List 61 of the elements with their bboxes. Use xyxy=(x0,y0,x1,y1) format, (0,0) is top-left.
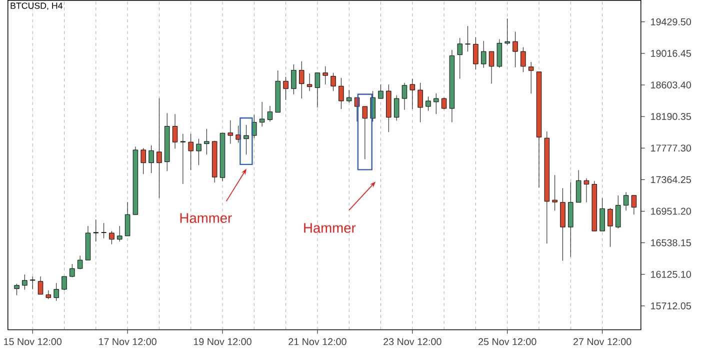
candlestick xyxy=(465,26,470,52)
y-tick-label: 17777.30 xyxy=(651,144,691,152)
candlestick xyxy=(473,36,478,70)
candlestick xyxy=(504,18,510,45)
candlestick xyxy=(172,114,178,149)
candlestick xyxy=(528,62,534,94)
candlestick xyxy=(584,178,590,202)
candlestick xyxy=(560,188,566,261)
candlestick xyxy=(449,49,455,122)
candlestick xyxy=(402,82,408,110)
candlestick xyxy=(180,133,186,184)
y-tick-label: 15712.05 xyxy=(651,302,691,310)
candlestick xyxy=(386,84,392,132)
candlestick xyxy=(14,283,20,296)
candlestick xyxy=(196,138,202,166)
x-tick-label: 21 Nov 12:00 xyxy=(288,338,346,345)
x-tick-label: 23 Nov 12:00 xyxy=(384,338,442,345)
y-tick-label: 19016.45 xyxy=(651,50,691,57)
y-tick-label: 16951.20 xyxy=(651,208,691,214)
candlestick xyxy=(148,144,154,174)
x-tick-label: 15 Nov 12:00 xyxy=(4,338,62,345)
candlestick xyxy=(46,290,52,300)
candlestick xyxy=(259,101,265,127)
candlestick xyxy=(338,77,344,110)
y-tick-label: 16538.15 xyxy=(651,239,691,246)
candlestick xyxy=(568,182,574,257)
candlestick xyxy=(434,92,439,114)
candlestick xyxy=(306,73,312,92)
candlestick xyxy=(228,120,234,144)
x-tick-label: 17 Nov 12:00 xyxy=(99,338,156,345)
x-tick-label: 25 Nov 12:00 xyxy=(478,338,536,345)
y-tick-label: 18603.40 xyxy=(651,81,691,88)
candlestick xyxy=(544,131,550,244)
candlestick xyxy=(244,124,249,155)
candlestick xyxy=(418,82,423,122)
candlestick xyxy=(512,31,518,68)
candlestick xyxy=(299,60,304,99)
candlestick xyxy=(188,133,194,170)
y-tick-label: 16125.10 xyxy=(651,270,691,278)
y-tick-label: 18190.35 xyxy=(651,112,691,120)
candlestick xyxy=(267,105,273,122)
candlestick xyxy=(457,37,462,79)
x-tick-label: 19 Nov 12:00 xyxy=(194,338,252,345)
candlestick xyxy=(54,282,59,301)
y-tick-label: 19429.50 xyxy=(651,18,691,26)
candlestick xyxy=(164,112,170,172)
candlestick xyxy=(552,174,558,211)
annotation: Hammer xyxy=(304,222,356,233)
chart-title: BTCUSD, H4 xyxy=(10,2,62,10)
candlestick xyxy=(496,38,502,68)
x-tick-label: 27 Nov 12:00 xyxy=(573,338,632,345)
candlestick xyxy=(623,192,629,211)
candlestick xyxy=(156,98,162,198)
candlestick xyxy=(204,128,210,155)
candlestick xyxy=(291,64,296,94)
annotation: Hammer xyxy=(180,213,232,223)
candlestick xyxy=(93,219,99,242)
y-tick-label: 17364.25 xyxy=(651,176,691,183)
candlestick xyxy=(322,66,328,84)
candlestick xyxy=(101,222,106,238)
candlestick xyxy=(410,78,416,110)
